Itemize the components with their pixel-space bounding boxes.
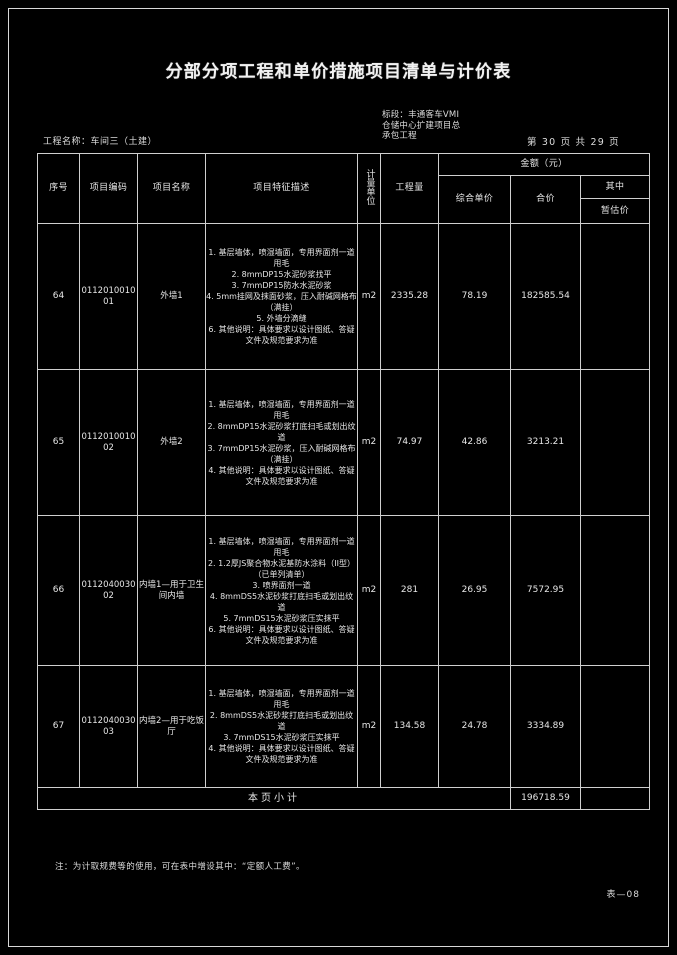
th-name: 项目名称	[137, 153, 206, 224]
cell-description: 1. 基层墙体，喷湿墙面，专用界面剂一道甩毛 2. 8mmDP15水泥砂浆找平 3.…	[205, 223, 358, 370]
subtotal-label: 本页小计	[37, 787, 511, 810]
desc-line: 3. 7mmDP15防水水泥砂浆	[231, 281, 332, 290]
desc-line: 4. 其他说明：具体要求以设计图纸、答疑文件及规范要求为准	[208, 744, 355, 764]
th-estimated-price: 暂估价	[579, 198, 651, 224]
table-header: 序号 项目编码 项目名称 项目特征描述 计量单位 工程量 金额（元） 综合单价 …	[37, 153, 651, 224]
th-amount-group: 金额（元）	[437, 153, 651, 176]
cell-unit-price: 24.78	[438, 665, 511, 788]
cell-description: 1. 基层墙体，喷湿墙面，专用界面剂一道甩毛 2. 8mmDS5水泥砂浆打底扫毛或…	[205, 665, 358, 788]
desc-line: 4. 8mmDS5水泥砂浆打底扫毛或划出纹道	[209, 591, 354, 612]
cell-unit: m2	[357, 369, 381, 516]
cell-unit-price: 78.19	[438, 223, 511, 370]
desc-line: 2. 8mmDP15水泥砂浆打底扫毛或划出纹道	[207, 421, 356, 442]
section-label: 标段：丰通客车VMI 仓储中心扩建项目总 承包工程	[382, 110, 532, 142]
desc-line: 1. 基层墙体，喷湿墙面，专用界面剂一道甩毛	[208, 536, 355, 557]
desc-line: 6. 其他说明：具体要求以设计图纸、答疑文件及规范要求为准	[208, 325, 355, 345]
table-row[interactable]: 66 011204003002 内墙1—用于卫生间内墙 1. 基层墙体，喷湿墙面，专用…	[37, 515, 651, 666]
cell-no: 65	[37, 369, 80, 516]
cell-total-price: 182585.54	[510, 223, 581, 370]
cell-name: 内墙2—用于吃饭厅	[137, 665, 206, 788]
table-row[interactable]: 65 011201001002 外墙2 1. 基层墙体，喷湿墙面，专用界面剂一道甩毛 2…	[37, 369, 651, 516]
cell-quantity: 134.58	[380, 665, 439, 788]
desc-line: 1. 基层墙体，喷湿墙面，专用界面剂一道甩毛	[208, 248, 355, 268]
cell-code: 011201001002	[79, 369, 138, 516]
cell-name: 外墙2	[137, 369, 206, 516]
page-title: 分部分项工程和单价措施项目清单与计价表	[165, 62, 512, 82]
cell-no: 66	[37, 515, 80, 666]
desc-line: 3. 喷界面剂一道	[252, 580, 311, 590]
cell-code: 011204003002	[79, 515, 138, 666]
cell-estimated-price	[579, 515, 651, 666]
th-unit-price: 综合单价	[438, 175, 511, 224]
table-body: 64 011201001001 外墙1 1. 基层墙体，喷湿墙面，专用界面剂一道甩毛 2…	[37, 223, 651, 810]
cell-quantity: 2335.28	[380, 223, 439, 370]
cell-no: 64	[37, 223, 80, 370]
cell-total-price: 3334.89	[510, 665, 581, 788]
cell-unit-price: 26.95	[438, 515, 511, 666]
cell-unit-price: 42.86	[438, 369, 511, 516]
page-number-label: 第 30 页 共 29 页	[527, 137, 620, 148]
section-line-3: 承包工程	[382, 131, 417, 141]
cell-unit: m2	[357, 515, 381, 666]
footnote: 注：为计取规费等的使用，可在表中增设其中：“定额人工费”。	[55, 862, 305, 872]
cell-code: 011201001001	[79, 223, 138, 370]
desc-line: 5. 7mmDS15水泥砂浆压实抹平	[223, 613, 340, 623]
table-row[interactable]: 64 011201001001 外墙1 1. 基层墙体，喷湿墙面，专用界面剂一道甩毛 2…	[37, 223, 651, 370]
cell-code: 011204003003	[79, 665, 138, 788]
cell-name: 内墙1—用于卫生间内墙	[137, 515, 206, 666]
desc-line: 2. 8mmDP15水泥砂浆找平	[231, 270, 332, 279]
cell-quantity: 74.97	[380, 369, 439, 516]
desc-line: 1. 基层墙体，喷湿墙面，专用界面剂一道甩毛	[208, 399, 355, 420]
cell-description: 1. 基层墙体，喷湿墙面，专用界面剂一道甩毛 2. 8mmDP15水泥砂浆打底扫毛…	[205, 369, 358, 516]
th-desc: 项目特征描述	[205, 153, 358, 224]
section-line-2: 仓储中心扩建项目总	[382, 120, 461, 131]
cell-estimated-price	[579, 369, 651, 516]
desc-line: 2. 1.2厚JS聚合物水泥基防水涂料（II型）（已单列清单）	[207, 558, 356, 579]
desc-line: 3. 7mmDS15水泥砂浆压实抹平	[223, 733, 340, 742]
cost-table: 序号 项目编码 项目名称 项目特征描述 计量单位 工程量 金额（元） 综合单价 …	[37, 153, 651, 810]
table-row[interactable]: 67 011204003003 内墙2—用于吃饭厅 1. 基层墙体，喷湿墙面，专用界面…	[37, 665, 651, 788]
th-unit-text: 计量单位	[364, 168, 375, 205]
desc-line: 6. 其他说明：具体要求以设计图纸、答疑文件及规范要求为准	[208, 624, 355, 645]
table-header-row-1: 序号 项目编码 项目名称 项目特征描述 计量单位 工程量 金额（元）	[37, 153, 651, 224]
th-unit: 计量单位	[357, 153, 381, 224]
th-total-price: 合价	[510, 175, 581, 224]
form-code-label: 表—08	[606, 890, 640, 900]
project-name-label: 工程名称：车间三（土建）	[43, 137, 158, 147]
desc-line: 5. 外墙分滴缝	[256, 314, 307, 323]
section-line-1: 标段：丰通客车VMI	[382, 110, 460, 120]
desc-line: 2. 8mmDS5水泥砂浆打底扫毛或划出纹道	[209, 711, 354, 731]
th-qty: 工程量	[380, 153, 439, 224]
th-code: 项目编码	[79, 153, 138, 224]
cell-estimated-price	[579, 223, 651, 370]
page-frame: 分部分项工程和单价措施项目清单与计价表 工程名称：车间三（土建） 标段：丰通客车…	[8, 8, 669, 947]
cell-unit: m2	[357, 223, 381, 370]
desc-line: 4. 其他说明：具体要求以设计图纸、答疑文件及规范要求为准	[208, 465, 355, 486]
subtotal-row: 本页小计 196718.59	[37, 787, 651, 810]
cell-total-price: 3213.21	[510, 369, 581, 516]
cell-estimated-price	[579, 665, 651, 788]
desc-line: 4. 5mm挂网及抹面砂浆，压入耐碱网格布（满挂）	[206, 292, 357, 312]
cell-description: 1. 基层墙体，喷湿墙面，专用界面剂一道甩毛 2. 1.2厚JS聚合物水泥基防水涂…	[205, 515, 358, 666]
subtotal-value: 196718.59	[510, 787, 581, 810]
cell-no: 67	[37, 665, 80, 788]
cell-quantity: 281	[380, 515, 439, 666]
subtotal-estimated-blank	[579, 787, 651, 810]
cell-unit: m2	[357, 665, 381, 788]
th-no: 序号	[37, 153, 80, 224]
desc-line: 3. 7mmDP15水泥砂浆，压入耐碱网格布（满挂）	[207, 443, 356, 464]
desc-line: 1. 基层墙体，喷湿墙面，专用界面剂一道甩毛	[208, 689, 355, 709]
meta-header: 工程名称：车间三（土建） 标段：丰通客车VMI 仓储中心扩建项目总 承包工程 第…	[37, 109, 649, 153]
cell-name: 外墙1	[137, 223, 206, 370]
th-among-which: 其中	[579, 175, 651, 199]
cell-total-price: 7572.95	[510, 515, 581, 666]
